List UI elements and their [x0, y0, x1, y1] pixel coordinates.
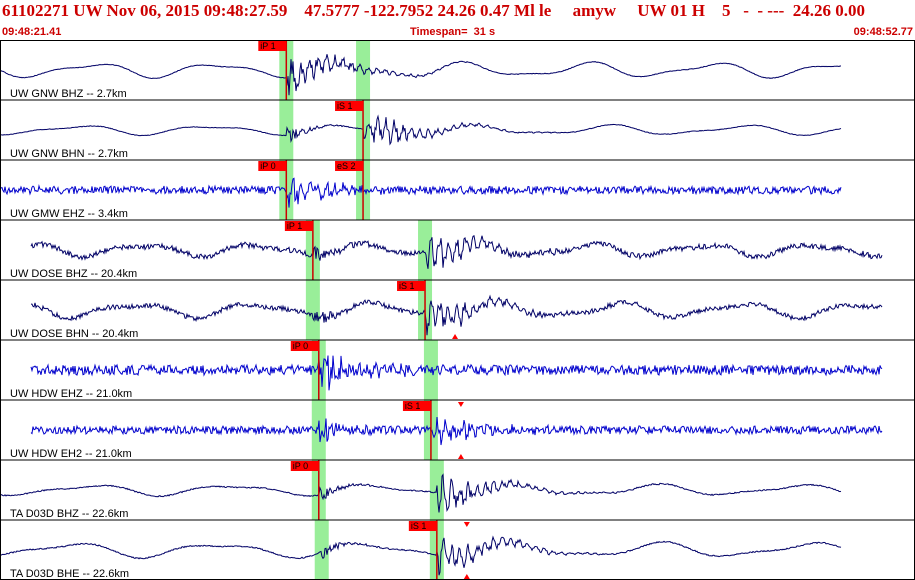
pick-label-box[interactable] — [258, 41, 287, 51]
trace-label: TA D03D BHE -- 22.6km — [10, 568, 129, 580]
waveform — [0, 54, 841, 96]
waveform — [30, 235, 883, 269]
waveform — [0, 473, 842, 513]
pick-window — [311, 400, 326, 460]
amplitude-marker-icon — [457, 454, 464, 459]
trace-row[interactable]: iS 1 UW HDW EH2 -- 21.0km — [0, 399, 915, 460]
trace-label: UW GMW EHZ -- 3.4km — [10, 208, 128, 220]
trace-label: UW DOSE BHN -- 20.4km — [10, 328, 138, 340]
pick-label-box[interactable] — [408, 521, 437, 531]
trace-row[interactable]: iP 0 UW HDW EHZ -- 21.0km — [0, 339, 915, 400]
waveform — [0, 114, 842, 146]
pick-label-box[interactable] — [258, 161, 287, 171]
waveform — [0, 177, 842, 208]
trace-label: UW HDW EH2 -- 21.0km — [10, 448, 132, 460]
pick-label-box[interactable] — [402, 401, 431, 411]
trace-row[interactable]: iS 1 UW DOSE BHN -- 20.4km — [0, 279, 915, 340]
amplitude-marker-icon — [452, 334, 459, 339]
pick-label: iS 1 — [337, 101, 353, 111]
event-summary-title: 61102271 UW Nov 06, 2015 09:48:27.59 47.… — [2, 1, 866, 20]
pick-window — [314, 520, 329, 580]
trace-label: TA D03D BHZ -- 22.6km — [10, 508, 128, 520]
pick-label-box[interactable] — [284, 221, 313, 231]
pick-label: iP 0 — [293, 341, 308, 351]
waveform — [30, 355, 883, 391]
trace-label: UW HDW EHZ -- 21.0km — [10, 388, 132, 400]
amplitude-marker-icon — [463, 574, 470, 579]
trace-label: UW DOSE BHZ -- 20.4km — [10, 268, 137, 280]
trace-row[interactable]: iS 1 TA D03D BHE -- 22.6km — [0, 519, 915, 580]
pick-label: iP 1 — [260, 41, 275, 51]
waveform — [31, 294, 883, 336]
pick-label: iP 1 — [287, 221, 302, 231]
trace-row[interactable]: iP 0 TA D03D BHZ -- 22.6km — [0, 459, 915, 520]
end-time-label: 09:48:52.77 — [853, 26, 913, 38]
pick-label: iP 0 — [293, 461, 308, 471]
waveform — [0, 535, 842, 576]
pick-label: eS 2 — [337, 161, 356, 171]
timespan-label: Timespan= 31 s — [410, 26, 496, 38]
pick-label-box[interactable] — [335, 161, 364, 171]
pick-label: iS 1 — [405, 401, 421, 411]
pick-window — [423, 340, 438, 400]
trace-row[interactable]: iP 1 UW DOSE BHZ -- 20.4km — [0, 219, 915, 280]
pick-window — [356, 40, 371, 100]
start-time-label: 09:48:21.41 — [2, 26, 62, 38]
amplitude-marker-icon — [457, 402, 464, 407]
seismogram-panel[interactable]: iP 1 UW GNW BHZ -- 2.7km iS 1 UW GNW BHN --… — [0, 40, 915, 580]
pick-label: iP 0 — [260, 161, 275, 171]
pick-label: iS 1 — [411, 521, 427, 531]
trace-row[interactable]: iP 1 UW GNW BHZ -- 2.7km — [0, 40, 915, 100]
pick-label-box[interactable] — [290, 341, 319, 351]
waveform — [30, 416, 883, 446]
trace-row[interactable]: iP 0 eS 2 UW GMW EHZ -- 3.4km — [0, 159, 915, 220]
pick-window — [305, 280, 320, 340]
pick-label: iS 1 — [399, 281, 415, 291]
trace-row[interactable]: iS 1 UW GNW BHN -- 2.7km — [0, 99, 915, 160]
trace-label: UW GNW BHN -- 2.7km — [10, 148, 128, 160]
pick-label-box[interactable] — [397, 281, 426, 291]
pick-label-box[interactable] — [335, 101, 364, 111]
event-header: 61102271 UW Nov 06, 2015 09:48:27.59 47.… — [0, 0, 915, 40]
pick-label-box[interactable] — [290, 461, 319, 471]
trace-label: UW GNW BHZ -- 2.7km — [10, 88, 127, 100]
amplitude-marker-icon — [463, 522, 470, 527]
pick-window — [418, 220, 433, 280]
